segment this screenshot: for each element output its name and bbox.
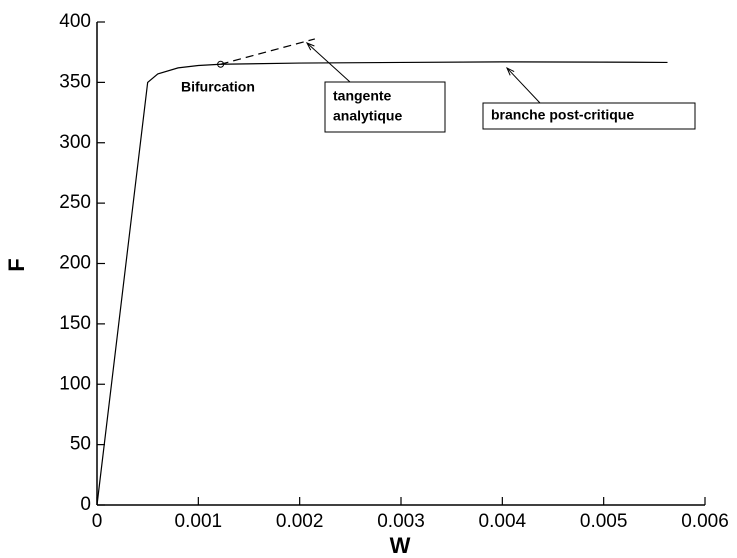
- annotation: Bifurcation: [181, 79, 255, 95]
- arrow-head: [305, 42, 315, 51]
- annotation-box: [324, 81, 446, 133]
- x-axis-label: W: [390, 533, 411, 558]
- bifurcation-point: [217, 60, 225, 68]
- y-tick-label: 200: [59, 253, 91, 274]
- y-tick-label: 50: [70, 434, 91, 455]
- x-tick-label: 0.006: [681, 511, 729, 532]
- x-tick-label: 0: [92, 511, 103, 532]
- annotation: tangente: [333, 88, 392, 104]
- annotation-arrow: [506, 67, 541, 104]
- y-tick-label: 0: [80, 494, 91, 515]
- y-tick-label: 400: [59, 11, 91, 32]
- y-tick-label: 350: [59, 71, 91, 92]
- x-tick-label: 0.005: [580, 511, 628, 532]
- y-tick-label: 100: [59, 373, 91, 394]
- annotation-arrow: [306, 42, 351, 83]
- y-tick-label: 250: [59, 192, 91, 213]
- annotation: analytique: [333, 108, 402, 124]
- x-tick-label: 0.002: [276, 511, 324, 532]
- x-tick-label: 0.003: [377, 511, 425, 532]
- series-line: [220, 38, 316, 65]
- y-tick-label: 150: [59, 313, 91, 334]
- annotation: branche post-critique: [491, 107, 634, 123]
- x-tick-label: 0.004: [479, 511, 527, 532]
- x-tick-label: 0.001: [175, 511, 223, 532]
- annotation-box: [482, 102, 696, 130]
- arrow-head: [505, 66, 515, 76]
- y-axis-label: F: [4, 258, 29, 271]
- y-tick-label: 300: [59, 132, 91, 153]
